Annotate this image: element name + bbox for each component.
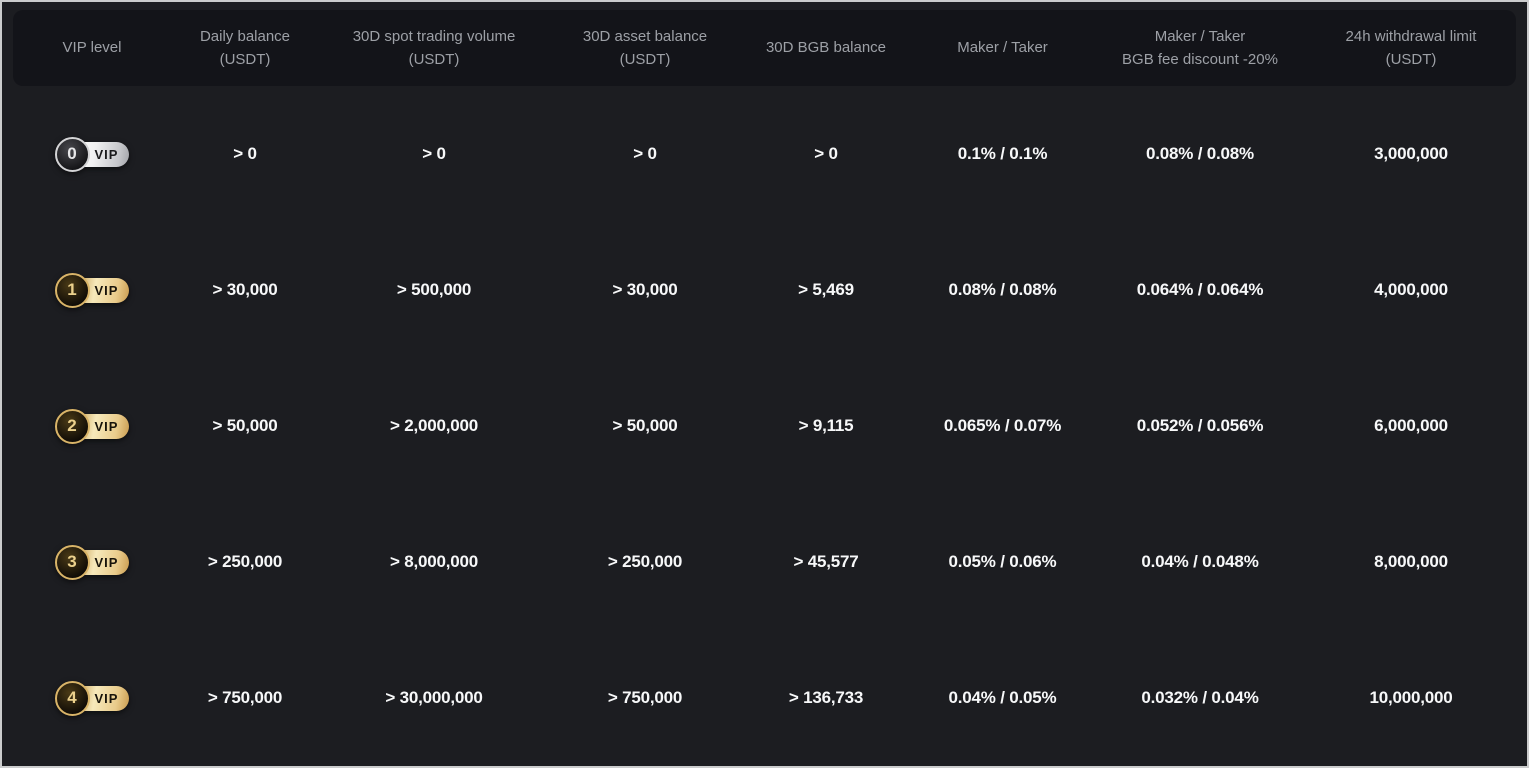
daily-balance-value: > 250,000 (207, 552, 283, 571)
vip-level-number: 1 (67, 280, 77, 299)
maker-taker-discount-value: 0.032% / 0.04% (1141, 688, 1259, 707)
maker-taker-discount-value: 0.04% / 0.048% (1141, 552, 1259, 571)
spot-volume-value: > 0 (422, 144, 446, 163)
col-header-asset-balance: 30D asset balance (USDT) (582, 27, 708, 68)
col-header-bgb-balance: 30D BGB balance (765, 39, 887, 57)
spot-volume-value: > 8,000,000 (389, 552, 479, 571)
maker-taker-value: 0.04% / 0.05% (948, 688, 1057, 707)
vip-level-coin: 2 (54, 408, 90, 444)
withdrawal-limit-value: 10,000,000 (1369, 688, 1453, 707)
vip-badge: 4 VIP (54, 680, 130, 716)
vip-level-cell: 0 VIP (13, 136, 171, 172)
vip-level-number: 0 (67, 144, 77, 163)
maker-taker-discount-value: 0.08% / 0.08% (1146, 144, 1254, 163)
withdrawal-limit-value: 8,000,000 (1374, 552, 1448, 571)
vip-level-cell: 3 VIP (13, 544, 171, 580)
maker-taker-value: 0.1% / 0.1% (957, 144, 1048, 163)
col-header-daily-balance: Daily balance (USDT) (199, 27, 291, 68)
vip-level-number: 2 (67, 416, 77, 435)
withdrawal-limit-value: 3,000,000 (1374, 144, 1448, 163)
vip-badge: 1 VIP (54, 272, 130, 308)
daily-balance-value: > 750,000 (207, 688, 283, 707)
maker-taker-value: 0.05% / 0.06% (948, 552, 1057, 571)
daily-balance-value: > 0 (233, 144, 257, 163)
vip-badge: 2 VIP (54, 408, 130, 444)
spot-volume-value: > 2,000,000 (389, 416, 479, 435)
asset-balance-value: > 30,000 (612, 280, 678, 299)
vip-level-cell: 1 VIP (13, 272, 171, 308)
vip-badge: 0 VIP (54, 136, 130, 172)
table-row-vip0: 0 VIP > 0 > 0 > 0 > 0 0.1% / 0.1% 0.08% … (13, 86, 1516, 222)
vip-level-cell: 2 VIP (13, 408, 171, 444)
col-header-spot-volume: 30D spot trading volume (USDT) (352, 27, 516, 68)
asset-balance-value: > 750,000 (607, 688, 683, 707)
col-header-withdrawal-limit: 24h withdrawal limit (USDT) (1345, 27, 1477, 68)
table-row-vip3: 3 VIP > 250,000 > 8,000,000 > 250,000 > … (13, 494, 1516, 630)
asset-balance-value: > 50,000 (612, 416, 678, 435)
vip-level-coin: 3 (54, 544, 90, 580)
table-row-vip1: 1 VIP > 30,000 > 500,000 > 30,000 > 5,46… (13, 222, 1516, 358)
col-header-maker-taker: Maker / Taker (957, 39, 1048, 57)
bgb-balance-value: > 136,733 (788, 688, 864, 707)
table-row-vip2: 2 VIP > 50,000 > 2,000,000 > 50,000 > 9,… (13, 358, 1516, 494)
spot-volume-value: > 500,000 (396, 280, 472, 299)
table-header-row: VIP level Daily balance (USDT) 30D spot … (13, 10, 1516, 86)
daily-balance-value: > 50,000 (212, 416, 278, 435)
spot-volume-value: > 30,000,000 (385, 688, 483, 707)
vip-level-coin: 1 (54, 272, 90, 308)
vip-level-number: 3 (67, 552, 77, 571)
withdrawal-limit-value: 4,000,000 (1374, 280, 1448, 299)
vip-level-coin: 4 (54, 680, 90, 716)
asset-balance-value: > 250,000 (607, 552, 683, 571)
vip-level-cell: 4 VIP (13, 680, 171, 716)
vip-badge: 3 VIP (54, 544, 130, 580)
daily-balance-value: > 30,000 (212, 280, 278, 299)
withdrawal-limit-value: 6,000,000 (1374, 416, 1448, 435)
bgb-balance-value: > 0 (814, 144, 838, 163)
asset-balance-value: > 0 (633, 144, 657, 163)
bgb-balance-value: > 45,577 (793, 552, 859, 571)
bgb-balance-value: > 5,469 (798, 280, 854, 299)
table-body: 0 VIP > 0 > 0 > 0 > 0 0.1% / 0.1% 0.08% … (2, 86, 1527, 766)
table-row-vip4: 4 VIP > 750,000 > 30,000,000 > 750,000 >… (13, 630, 1516, 766)
maker-taker-discount-value: 0.064% / 0.064% (1136, 280, 1264, 299)
vip-level-number: 4 (67, 688, 77, 707)
maker-taker-value: 0.08% / 0.08% (948, 280, 1057, 299)
col-header-maker-taker-discount: Maker / Taker BGB fee discount -20% (1122, 27, 1278, 68)
bgb-balance-value: > 9,115 (798, 416, 854, 435)
maker-taker-value: 0.065% / 0.07% (943, 416, 1062, 435)
maker-taker-discount-value: 0.052% / 0.056% (1136, 416, 1264, 435)
col-header-vip-level: VIP level (62, 39, 122, 57)
vip-level-coin: 0 (54, 136, 90, 172)
